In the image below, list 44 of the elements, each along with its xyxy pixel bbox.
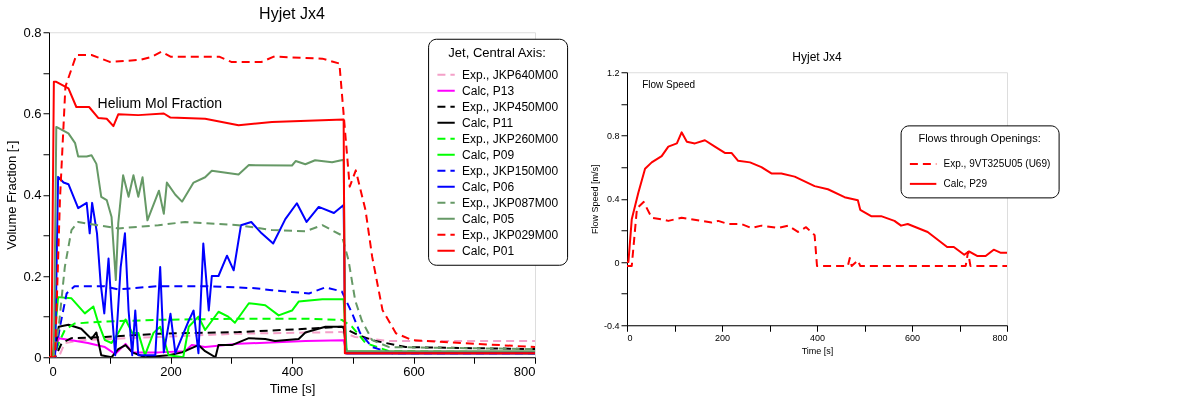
legend-label: Calc, P06 — [462, 179, 515, 194]
legend-label: Calc, P11 — [462, 115, 514, 130]
chart-title: Hyjet Jx4 — [259, 5, 325, 23]
y-tick-label: -0.4 — [603, 320, 620, 331]
legend-label: Exp., JKP029M00 — [462, 227, 559, 242]
x-tick-label: 800 — [992, 332, 1008, 343]
y-tick-label: 0 — [614, 257, 620, 268]
y-tick-label: 0.2 — [23, 268, 42, 284]
x-tick-label: 400 — [281, 363, 304, 379]
y-tick-label: 1.2 — [606, 67, 620, 78]
legend-label: Exp., 9VT325U05 (U69) — [943, 157, 1051, 169]
y-tick-label: 0 — [34, 349, 42, 365]
y-axis-title: Flow Speed [m/s] — [589, 164, 600, 235]
legend-label: Exp., JKP150M00 — [462, 163, 559, 178]
y-tick-label: 0.6 — [23, 106, 42, 121]
chart-title: Hyjet Jx4 — [792, 50, 842, 65]
x-tick-label: 600 — [904, 332, 921, 343]
legend-label: Exp., JKP640M00 — [462, 67, 559, 82]
legend-label: Calc, P09 — [462, 147, 515, 162]
y-tick-label: 0.8 — [23, 24, 42, 40]
x-tick-label: 800 — [513, 363, 536, 379]
legend-title: Jet, Central Axis: — [448, 44, 546, 60]
x-tick-label: 400 — [809, 332, 826, 343]
y-tick-label: 0.4 — [606, 194, 620, 205]
legend-label: Calc, P05 — [462, 211, 515, 226]
annotation: Helium Mol Fraction — [97, 95, 223, 112]
x-tick-label: 0 — [49, 363, 57, 379]
x-tick-label: 200 — [160, 363, 182, 379]
x-tick-label: 600 — [403, 363, 425, 379]
y-tick-label: 0.8 — [606, 131, 620, 141]
x-axis-title: Time [s] — [801, 345, 834, 356]
x-axis-title: Time [s] — [269, 380, 316, 396]
legend-label: Exp., JKP260M00 — [462, 131, 559, 146]
x-tick-label: 0 — [627, 332, 633, 343]
legend-title: Flows through Openings: — [918, 132, 1041, 145]
legend-label: Exp., JKP087M00 — [462, 195, 559, 210]
legend-label: Calc, P01 — [462, 243, 515, 258]
legend-label: Calc, P29 — [943, 177, 988, 189]
y-axis-title: Volume Fraction [-] — [4, 140, 20, 250]
legend-label: Exp., JKP450M00 — [462, 99, 559, 114]
annotation: Flow Speed — [642, 78, 696, 90]
y-tick-label: 0.4 — [23, 187, 42, 203]
legend-label: Calc, P13 — [462, 83, 515, 98]
x-tick-label: 200 — [714, 332, 731, 343]
